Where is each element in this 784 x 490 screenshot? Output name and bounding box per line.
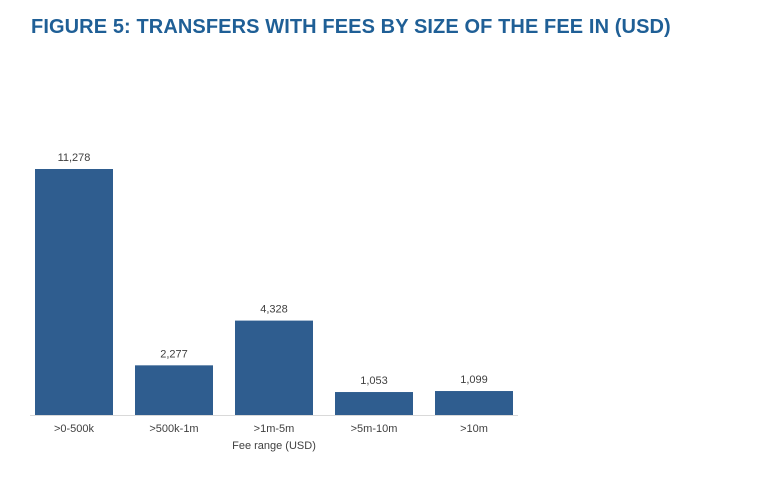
bar-value-label: 1,053 xyxy=(360,375,388,387)
bars-group xyxy=(35,169,513,415)
bar-value-label: 4,328 xyxy=(260,304,288,316)
bar-4 xyxy=(335,392,413,415)
bar-1 xyxy=(35,169,113,415)
bar-2 xyxy=(135,365,213,415)
value-labels-group: 11,278 2,277 4,328 1,053 1,099 xyxy=(58,152,488,387)
bar-3 xyxy=(235,320,313,415)
x-tick-label: >1m-5m xyxy=(254,423,295,435)
chart-title: FIGURE 5: TRANSFERS WITH FEES BY SIZE OF… xyxy=(31,16,671,38)
x-tick-label: >500k-1m xyxy=(149,423,198,435)
x-tick-label: >0-500k xyxy=(54,423,95,435)
bar-value-label: 2,277 xyxy=(160,348,188,360)
bar-5 xyxy=(435,391,513,415)
x-tick-label: >10m xyxy=(460,423,488,435)
bar-value-label: 1,099 xyxy=(460,374,488,386)
x-axis-title: Fee range (USD) xyxy=(232,440,316,452)
x-tick-label: >5m-10m xyxy=(351,423,398,435)
tick-labels-group: >0-500k >500k-1m >1m-5m >5m-10m >10m xyxy=(54,423,488,435)
bar-value-label: 11,278 xyxy=(58,152,91,164)
